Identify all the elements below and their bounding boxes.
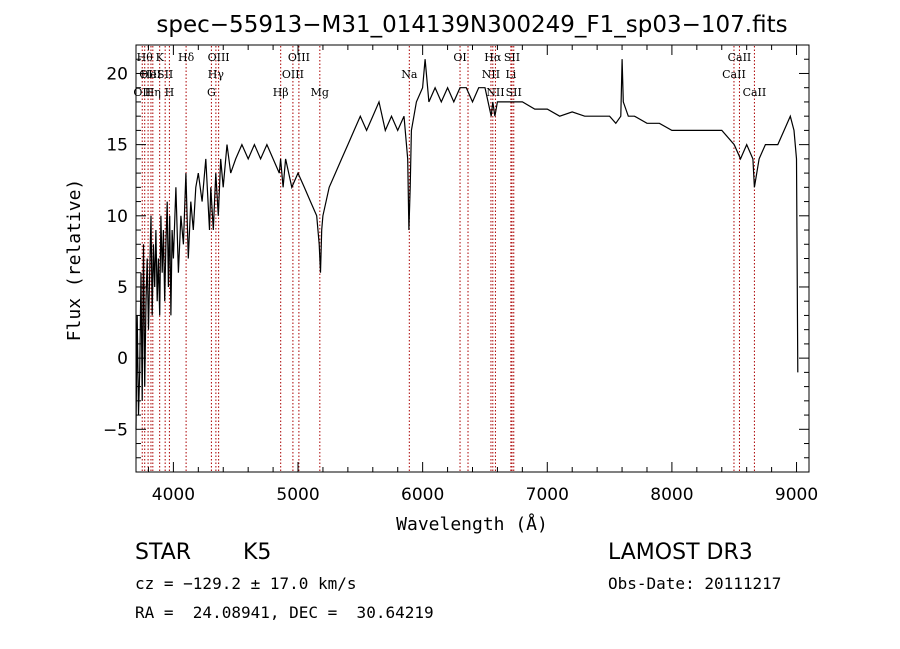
line-label-21: NII [486, 86, 504, 99]
line-label-20: Hα [484, 51, 502, 64]
line-label-3: HeI [141, 68, 161, 81]
x-tick-label: 9000 [775, 485, 818, 505]
line-label-2: OII [139, 68, 157, 81]
line-label-4: Hη [145, 86, 161, 99]
x-tick-label: 5000 [276, 485, 319, 505]
line-label-22: Li [505, 68, 516, 81]
plot-frame [135, 44, 810, 473]
x-tick-label: 6000 [401, 485, 444, 505]
line-label-26: CaII [728, 51, 752, 64]
y-tick-label: 20 [106, 64, 128, 84]
x-axis-label: Wavelength (Å) [396, 513, 548, 535]
chart-title: spec−55913−M31_014139N300249_F1_sp03−107… [156, 12, 787, 38]
line-label-23: SII [504, 51, 520, 64]
line-label-7: H [165, 86, 175, 99]
redshift-velocity: cz = −129.2 ± 17.0 km/s [135, 574, 357, 593]
line-label-5: K [156, 51, 165, 64]
line-label-10: Hγ [208, 68, 225, 81]
line-label-9: G [207, 86, 216, 99]
axis-ticks [136, 45, 809, 472]
line-label-13: OIII [282, 68, 304, 81]
line-label-0: OII [133, 86, 151, 99]
y-tick-label: 5 [117, 278, 128, 298]
line-label-15: Mg [311, 86, 329, 99]
line-label-27: CaII [743, 86, 767, 99]
line-label-11: OIII [208, 51, 230, 64]
spectral-line-labels: OIIHθOIIHeIHηKSIIHHδGHγOIIIHβOIIIOIIIMgN… [133, 51, 766, 99]
spectrum-chart: spec−55913−M31_014139N300249_F1_sp03−107… [64, 12, 818, 535]
line-label-6: SII [157, 68, 173, 81]
y-tick-label: −5 [103, 420, 128, 440]
spectral-line-markers [141, 46, 755, 471]
x-tick-label: 8000 [650, 485, 693, 505]
line-label-14: OIII [288, 51, 310, 64]
observation-date: Obs-Date: 20111217 [608, 574, 782, 593]
y-axis-label: Flux (relative) [64, 179, 85, 342]
x-tick-labels: 4000 5000 6000 7000 8000 9000 [152, 485, 818, 505]
y-tick-labels: −5 0 5 10 15 20 [103, 64, 128, 440]
spectrum-line [135, 59, 799, 430]
line-label-17: OI [453, 51, 466, 64]
y-tick-label: 0 [117, 349, 128, 369]
line-label-1: Hθ [137, 51, 154, 64]
line-label-24: SII [506, 86, 522, 99]
object-type: STAR [135, 540, 192, 565]
line-label-19: NII [482, 68, 500, 81]
x-tick-label: 4000 [152, 485, 195, 505]
survey-name: LAMOST DR3 [608, 540, 753, 565]
line-label-12: Hβ [273, 86, 289, 99]
line-label-16: Na [401, 68, 418, 81]
x-tick-label: 7000 [526, 485, 569, 505]
spectral-subclass: K5 [243, 540, 272, 565]
y-tick-label: 15 [106, 136, 128, 156]
coordinates: RA = 24.08941, DEC = 30.64219 [135, 603, 434, 622]
line-label-8: Hδ [178, 51, 195, 64]
y-tick-label: 10 [106, 207, 128, 227]
line-label-25: CaII [722, 68, 746, 81]
